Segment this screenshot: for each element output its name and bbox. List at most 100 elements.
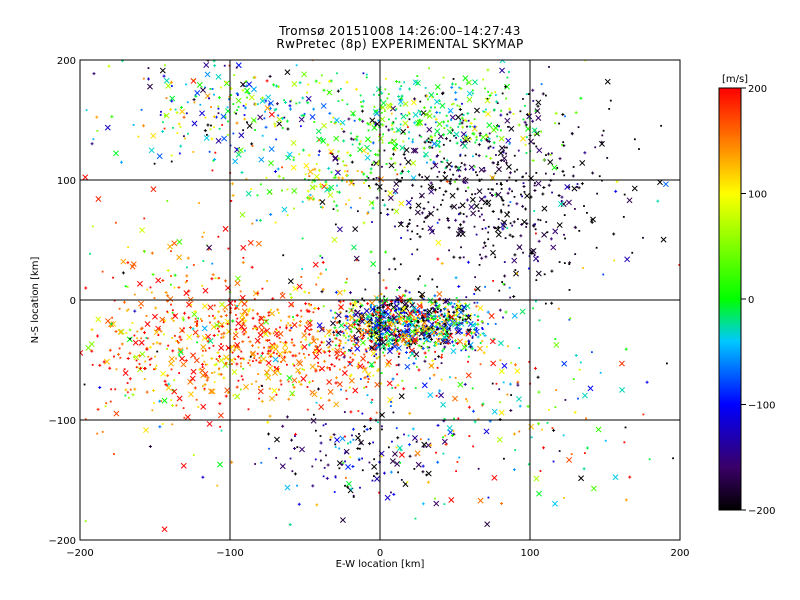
data-point <box>333 135 340 142</box>
data-point <box>117 352 121 356</box>
data-point <box>383 149 386 152</box>
data-point <box>277 351 284 357</box>
data-point <box>317 139 320 142</box>
data-point <box>519 234 523 238</box>
data-point <box>481 340 484 343</box>
data-point <box>501 227 505 231</box>
data-point <box>179 126 182 128</box>
data-point <box>387 195 394 202</box>
data-point <box>563 262 566 265</box>
data-point <box>524 123 528 127</box>
data-point <box>377 325 380 328</box>
data-point <box>153 329 160 336</box>
data-point <box>218 325 220 327</box>
data-point <box>220 113 227 120</box>
data-point <box>480 207 483 210</box>
data-point <box>400 237 402 239</box>
data-point <box>513 154 516 157</box>
data-point <box>130 261 137 268</box>
data-point <box>427 183 434 190</box>
data-point <box>228 98 230 101</box>
data-point <box>444 189 448 193</box>
data-point <box>315 283 318 286</box>
data-point <box>268 106 272 110</box>
data-point <box>349 349 353 353</box>
data-point <box>502 381 505 384</box>
data-point <box>445 158 449 162</box>
data-point <box>531 158 535 162</box>
data-point <box>325 328 332 335</box>
data-point <box>373 305 376 308</box>
data-point <box>272 351 275 354</box>
data-point <box>491 209 495 213</box>
data-point <box>461 317 464 320</box>
data-point <box>329 189 332 192</box>
data-point <box>672 457 674 460</box>
data-point <box>380 100 387 107</box>
data-point <box>464 349 467 352</box>
data-point <box>495 231 502 238</box>
data-point <box>305 95 312 102</box>
data-point <box>315 345 318 348</box>
data-point <box>308 175 311 178</box>
data-point <box>309 113 316 120</box>
data-point <box>243 117 247 121</box>
data-point <box>263 369 270 376</box>
data-point <box>409 322 416 329</box>
data-point <box>436 319 439 321</box>
data-point <box>347 199 350 201</box>
data-point <box>293 364 296 367</box>
data-point <box>267 432 271 436</box>
data-point <box>422 445 425 448</box>
data-point <box>123 368 126 371</box>
data-point <box>478 215 481 218</box>
data-point <box>434 83 441 90</box>
data-point <box>458 318 461 321</box>
data-point <box>344 336 347 339</box>
data-point <box>563 214 566 217</box>
data-point <box>369 334 373 338</box>
data-point <box>226 133 229 136</box>
data-point <box>155 364 158 367</box>
data-point <box>425 340 428 343</box>
data-point <box>370 328 373 331</box>
data-point <box>255 359 258 362</box>
data-point <box>459 154 462 157</box>
data-point <box>363 386 366 389</box>
data-point <box>105 318 111 325</box>
data-point <box>470 210 477 217</box>
data-point <box>303 178 306 180</box>
data-point <box>492 226 495 229</box>
data-point <box>385 312 388 315</box>
x-axis-label: E-W location [km] <box>336 559 425 570</box>
data-point <box>599 371 602 374</box>
data-point <box>244 87 251 94</box>
data-point <box>176 254 183 261</box>
data-point <box>290 164 297 171</box>
data-point <box>430 337 434 341</box>
data-point <box>164 383 168 387</box>
data-point <box>218 357 225 364</box>
data-point <box>509 222 512 225</box>
data-point <box>615 180 619 184</box>
data-point <box>382 320 385 323</box>
data-point <box>201 284 204 287</box>
data-point <box>412 361 416 365</box>
data-point <box>231 345 234 348</box>
data-point <box>340 348 343 351</box>
data-point <box>369 306 376 313</box>
data-point <box>142 250 146 254</box>
data-point <box>381 199 384 201</box>
data-point <box>113 150 119 157</box>
data-point <box>367 152 369 155</box>
data-point <box>228 95 231 98</box>
data-point <box>263 318 270 325</box>
data-point <box>609 99 612 102</box>
data-point <box>459 202 466 209</box>
data-point <box>396 328 399 331</box>
data-point <box>190 77 197 84</box>
data-point <box>284 326 288 330</box>
data-point <box>166 294 170 298</box>
data-point <box>165 97 168 100</box>
data-point <box>335 321 339 325</box>
